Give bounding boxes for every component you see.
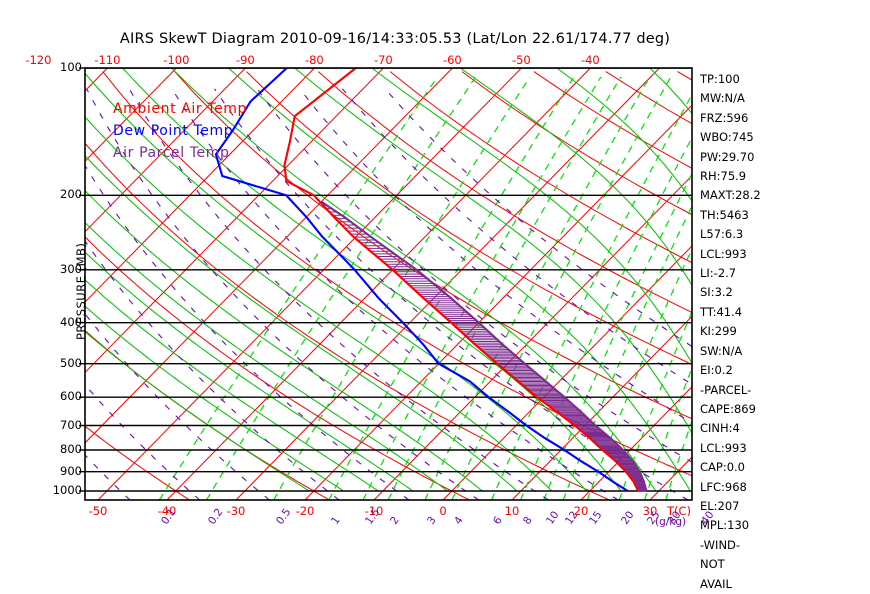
stat-line-10: LI:-2.7 <box>700 266 737 281</box>
stat-line-16: -PARCEL- <box>700 382 752 397</box>
pressure-tick-600: 600 <box>60 389 82 404</box>
pressure-tick-200: 200 <box>60 187 82 202</box>
stat-line-26: AVAIL <box>700 576 732 591</box>
stat-line-1: MW:N/A <box>700 91 745 106</box>
legend-ambient-air-temp: Ambient Air Temp <box>113 101 248 117</box>
page-title: AIRS SkewT Diagram 2010-09-16/14:33:05.5… <box>119 31 671 47</box>
mixing-ratio-unit-label: (g/kg) <box>655 516 687 528</box>
bottom-temp-tick--40: -40 <box>157 504 177 518</box>
bottom-temp-tick-20: 20 <box>573 504 589 518</box>
stat-line-21: LFC:968 <box>700 479 747 494</box>
bottom-temp-tick--50: -50 <box>88 504 108 518</box>
pressure-tick-1000: 1000 <box>52 483 82 498</box>
stat-line-15: EI:0.2 <box>700 363 733 378</box>
pressure-tick-700: 700 <box>60 417 82 432</box>
pressure-tick-400: 400 <box>60 314 82 329</box>
stat-line-11: SI:3.2 <box>700 285 733 300</box>
bottom-temp-tick-0: 0 <box>439 504 447 518</box>
bottom-temp-tick--10: -10 <box>364 504 384 518</box>
stat-line-24: -WIND- <box>700 537 741 552</box>
top-temp-tick--100: -100 <box>163 53 190 67</box>
stat-line-23: MPL:130 <box>700 518 750 533</box>
pressure-tick-300: 300 <box>60 261 82 276</box>
skewt-plot <box>79 67 693 501</box>
stat-line-9: LCL:993 <box>700 246 747 261</box>
bottom-temp-tick-30: 30 <box>642 504 658 518</box>
stat-line-2: FRZ:596 <box>700 110 749 125</box>
stat-line-3: WBO:745 <box>700 130 754 145</box>
pressure-tick-500: 500 <box>60 355 82 370</box>
stat-line-12: TT:41.4 <box>700 304 743 319</box>
legend-air-parcel-temp: Air Parcel Temp <box>113 145 230 161</box>
stat-line-20: CAP:0.0 <box>700 460 745 475</box>
stat-line-18: CINH:4 <box>700 421 740 436</box>
top-temp-tick--70: -70 <box>373 53 393 67</box>
top-temp-tick--120: -120 <box>25 53 52 67</box>
pressure-tick-900: 900 <box>60 463 82 478</box>
top-temp-tick--90: -90 <box>235 53 255 67</box>
stat-line-7: TH:5463 <box>700 207 749 222</box>
bottom-temp-tick--30: -30 <box>226 504 246 518</box>
stat-line-13: KI:299 <box>700 324 737 339</box>
top-temp-tick--110: -110 <box>94 53 121 67</box>
pressure-tick-100: 100 <box>60 60 82 74</box>
stat-line-14: SW:N/A <box>700 343 743 358</box>
stat-line-25: NOT <box>700 557 725 572</box>
sounding-stats-panel: TP:100 MW:N/A FRZ:596 WBO:745 PW:29.70 RH:75.… <box>700 70 820 594</box>
stat-line-22: EL:207 <box>700 498 740 513</box>
bottom-temp-tick-10: 10 <box>504 504 520 518</box>
temp-axis-label: T(C) <box>666 504 692 518</box>
stat-line-5: RH:75.9 <box>700 169 747 184</box>
stat-line-17: CAPE:869 <box>700 401 756 416</box>
pressure-tick-800: 800 <box>60 442 82 457</box>
top-temp-tick--80: -80 <box>304 53 324 67</box>
top-temp-tick--50: -50 <box>511 53 531 67</box>
stat-line-8: L57:6.3 <box>700 227 744 242</box>
top-temp-tick--60: -60 <box>442 53 462 67</box>
stat-line-0: TP:100 <box>700 72 740 86</box>
bottom-temp-tick--20: -20 <box>295 504 315 518</box>
skewt-diagram-page: AIRS SkewT Diagram 2010-09-16/14:33:05.5… <box>25 31 760 591</box>
stat-line-4: PW:29.70 <box>700 149 755 164</box>
top-temp-tick--40: -40 <box>580 53 600 67</box>
legend-dew-point-temp: Dew Point Temp <box>113 123 234 139</box>
stat-line-6: MAXT:28.2 <box>700 188 761 203</box>
stat-line-19: LCL:993 <box>700 440 747 455</box>
